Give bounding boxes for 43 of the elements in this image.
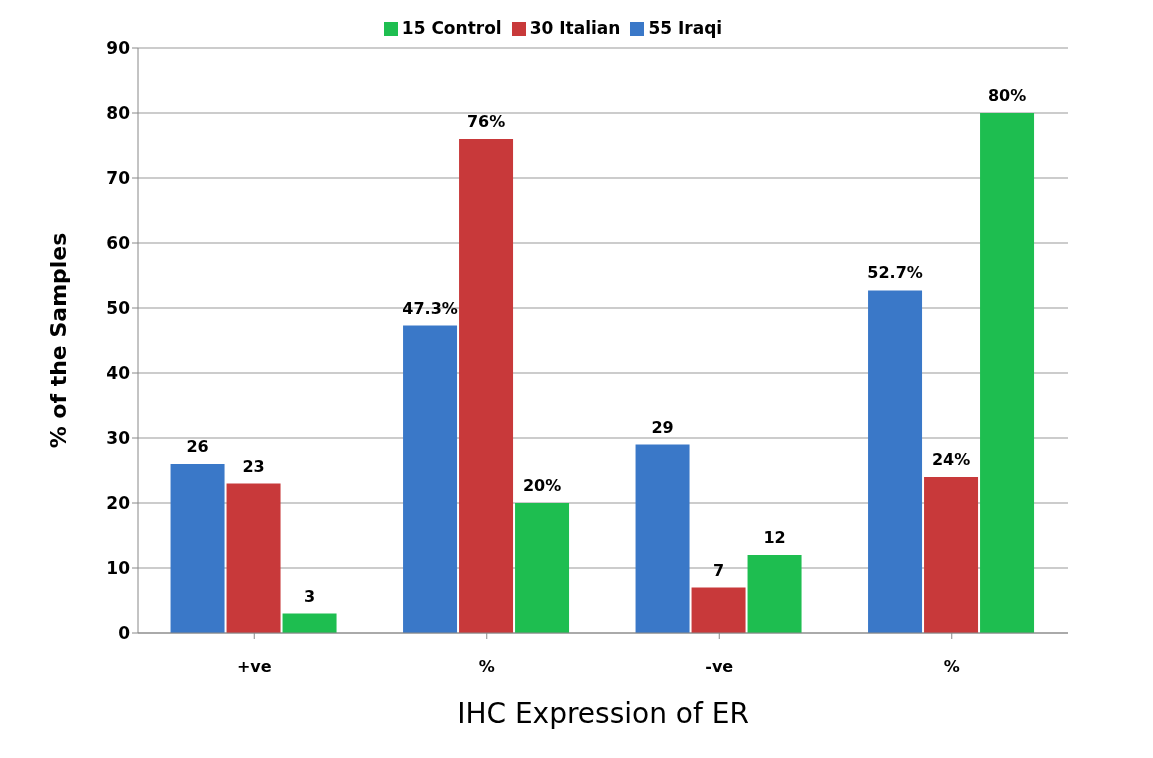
bar <box>747 555 802 633</box>
bar <box>459 139 514 633</box>
bar <box>868 290 923 633</box>
y-axis-title: % of the Samples <box>45 232 71 449</box>
x-axis-title: IHC Expression of ER <box>457 697 749 730</box>
bar <box>635 444 690 633</box>
data-label: 47.3% <box>402 298 458 318</box>
data-label: 52.7% <box>867 263 923 283</box>
data-label: 80% <box>987 86 1027 105</box>
y-tick-label: 60 <box>106 233 131 254</box>
data-label: 24% <box>931 450 971 469</box>
y-tick-label: 0 <box>118 623 131 644</box>
bar <box>515 503 570 633</box>
bar <box>980 113 1035 633</box>
y-tick-label: 20 <box>106 493 131 514</box>
legend-label: 15 Control <box>401 18 502 38</box>
data-label: 26 <box>186 437 209 456</box>
legend-label: 55 Iraqi <box>648 18 723 38</box>
bar <box>691 587 746 633</box>
bar <box>924 477 979 633</box>
data-label: 7 <box>712 560 725 580</box>
x-tick-label: % <box>478 657 495 677</box>
data-label: 76% <box>466 112 506 131</box>
data-label: 29 <box>651 417 674 437</box>
y-tick-label: 10 <box>106 558 131 579</box>
bar <box>226 483 281 633</box>
data-label: 3 <box>303 586 316 606</box>
data-label: 23 <box>242 456 265 476</box>
y-tick-label: 70 <box>106 168 131 189</box>
y-tick-label: 80 <box>106 103 131 124</box>
x-tick-label: % <box>943 657 960 677</box>
legend-label: 30 Italian <box>529 18 621 38</box>
y-tick-label: 30 <box>106 428 131 449</box>
bar <box>403 325 458 633</box>
y-tick-label: 50 <box>106 298 131 319</box>
bar <box>170 464 225 633</box>
bar <box>282 613 337 633</box>
x-tick-label: -ve <box>705 657 734 677</box>
y-tick-label: 40 <box>106 363 131 384</box>
data-label: 20% <box>522 476 562 495</box>
data-label: 12 <box>763 528 786 547</box>
x-tick-label: +ve <box>236 657 272 677</box>
y-tick-label: 90 <box>106 38 131 59</box>
